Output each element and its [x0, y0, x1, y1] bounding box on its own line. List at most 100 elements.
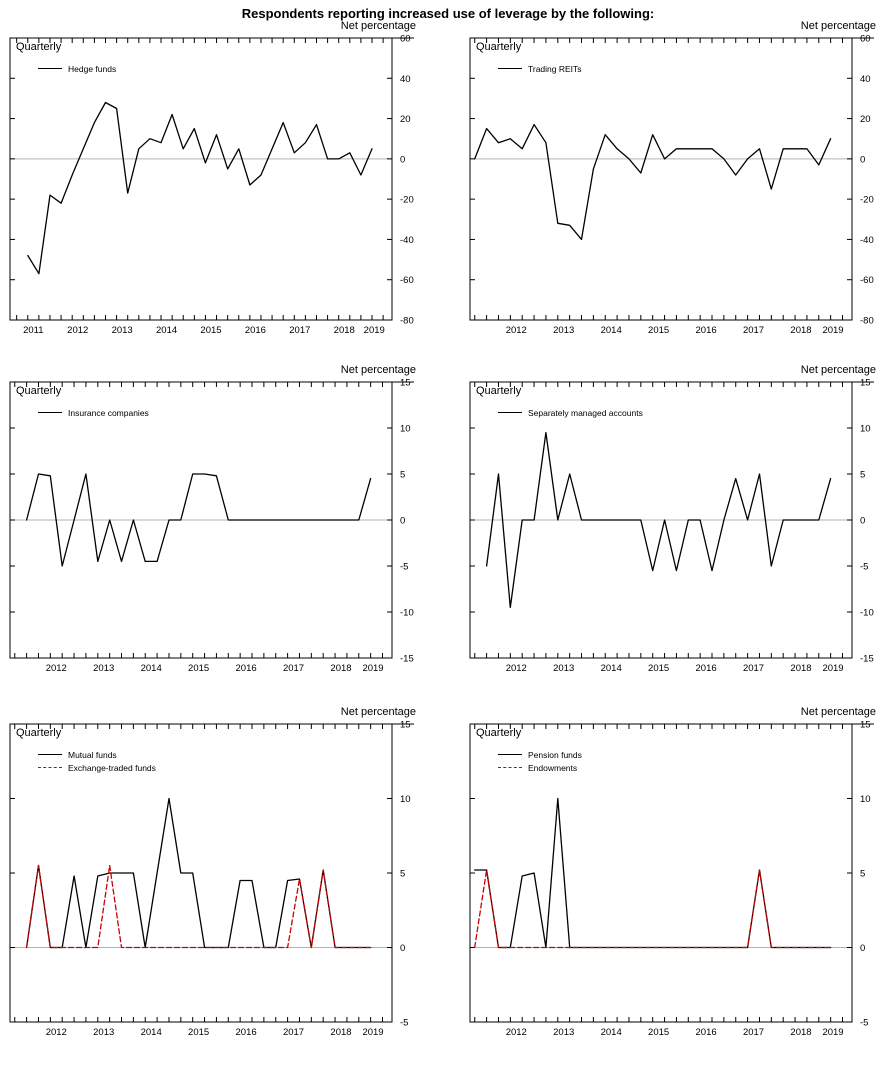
svg-text:-80: -80 — [400, 316, 414, 327]
svg-text:60: 60 — [400, 34, 411, 45]
svg-text:2014: 2014 — [601, 663, 622, 674]
svg-text:-60: -60 — [860, 275, 874, 286]
svg-text:2013: 2013 — [112, 325, 133, 336]
svg-text:2017: 2017 — [743, 1027, 764, 1038]
plot-area: 60 40 20 0 -20 -40 -60 -80 2011 2012 2013 2014 2015 2… — [9, 34, 414, 336]
legend-label: Mutual funds — [68, 749, 117, 760]
svg-text:20: 20 — [860, 114, 871, 125]
chart-panel-mutual-funds-etfs: 15 10 5 0 -5 2012 2013 2014 2015 2016 2017 2018 2019… — [8, 706, 452, 1051]
svg-text:2017: 2017 — [283, 663, 304, 674]
svg-text:5: 5 — [860, 869, 865, 880]
svg-text:10: 10 — [400, 794, 411, 805]
svg-text:10: 10 — [860, 794, 871, 805]
y-axis-title: Net percentage — [340, 364, 416, 376]
svg-text:-5: -5 — [400, 562, 408, 573]
frequency-label: Quarterly — [476, 385, 522, 397]
svg-text:2013: 2013 — [553, 325, 574, 336]
solid-line-swatch — [38, 412, 62, 413]
svg-text:10: 10 — [400, 424, 411, 435]
svg-text:0: 0 — [860, 943, 865, 954]
legend-label: Insurance companies — [68, 407, 149, 418]
legend: Hedge funds — [38, 62, 116, 75]
y-axis-title: Net percentage — [800, 20, 876, 32]
svg-text:2012: 2012 — [506, 325, 527, 336]
svg-text:-40: -40 — [400, 235, 414, 246]
svg-text:0: 0 — [400, 154, 405, 165]
svg-text:2013: 2013 — [553, 663, 574, 674]
plot-area: 15 10 5 0 -5 -10 -15 2012 2013 2014 2015 2016 2017 20… — [469, 378, 874, 674]
y-axis-title: Net percentage — [340, 20, 416, 32]
legend-item: Separately managed accounts — [498, 406, 643, 419]
legend-label: Pension funds — [528, 749, 582, 760]
frequency-label: Quarterly — [16, 727, 62, 739]
svg-text:2019: 2019 — [362, 1027, 383, 1038]
svg-text:2013: 2013 — [553, 1027, 574, 1038]
svg-text:-10: -10 — [860, 608, 874, 619]
frequency-label: Quarterly — [16, 385, 62, 397]
svg-text:2012: 2012 — [506, 663, 527, 674]
legend: Trading REITs — [498, 62, 582, 75]
svg-text:2012: 2012 — [46, 663, 67, 674]
y-axis-title: Net percentage — [800, 364, 876, 376]
solid-line-swatch — [498, 68, 522, 69]
svg-text:2019: 2019 — [822, 663, 843, 674]
legend-item: Insurance companies — [38, 406, 149, 419]
svg-text:2012: 2012 — [67, 325, 88, 336]
svg-text:2016: 2016 — [696, 1027, 717, 1038]
svg-text:15: 15 — [400, 720, 411, 731]
svg-text:2015: 2015 — [188, 663, 209, 674]
svg-text:2017: 2017 — [283, 1027, 304, 1038]
svg-text:-20: -20 — [400, 195, 414, 206]
legend-label: Trading REITs — [528, 63, 582, 74]
svg-text:2017: 2017 — [743, 663, 764, 674]
frequency-label: Quarterly — [476, 727, 522, 739]
plot-area: 60 40 20 0 -20 -40 -60 -80 2012 2013 2014 2015 2016 2… — [469, 34, 874, 336]
legend: Insurance companies — [38, 406, 149, 419]
svg-text:2014: 2014 — [141, 1027, 162, 1038]
chart-panel-separately-managed-accounts: 15 10 5 0 -5 -10 -15 2012 2013 2014 2015 2016 2017 20… — [468, 364, 896, 709]
legend-item: Trading REITs — [498, 62, 582, 75]
svg-text:2014: 2014 — [601, 1027, 622, 1038]
legend: Pension funds Endowments — [498, 748, 582, 774]
legend-item: Mutual funds — [38, 748, 156, 761]
svg-text:2015: 2015 — [200, 325, 221, 336]
svg-text:0: 0 — [860, 154, 865, 165]
plot-area: 15 10 5 0 -5 -10 -15 2012 2013 2014 2015 2016 2017 20… — [9, 378, 414, 674]
svg-text:-15: -15 — [400, 654, 414, 665]
svg-text:-60: -60 — [400, 275, 414, 286]
svg-text:2012: 2012 — [506, 1027, 527, 1038]
frequency-label: Quarterly — [476, 41, 522, 53]
svg-text:2015: 2015 — [648, 325, 669, 336]
svg-text:-5: -5 — [860, 562, 868, 573]
legend-label: Exchange-traded funds — [68, 762, 156, 773]
y-axis-title: Net percentage — [800, 706, 876, 718]
svg-text:-5: -5 — [860, 1018, 868, 1029]
svg-text:-10: -10 — [400, 608, 414, 619]
svg-text:60: 60 — [860, 34, 871, 45]
solid-line-swatch — [38, 754, 62, 755]
legend-item: Exchange-traded funds — [38, 761, 156, 774]
svg-text:15: 15 — [860, 378, 871, 389]
plot-area: 15 10 5 0 -5 2012 2013 2014 2015 2016 2017 2018 2019 — [9, 720, 414, 1038]
legend-label: Hedge funds — [68, 63, 117, 74]
solid-line-swatch — [498, 754, 522, 755]
svg-text:0: 0 — [400, 943, 405, 954]
svg-text:15: 15 — [400, 378, 411, 389]
svg-text:2016: 2016 — [696, 663, 717, 674]
svg-text:-80: -80 — [860, 316, 874, 327]
frequency-label: Quarterly — [16, 41, 62, 53]
legend: Separately managed accounts — [498, 406, 643, 419]
svg-text:0: 0 — [860, 516, 865, 527]
svg-text:2014: 2014 — [141, 663, 162, 674]
legend-item: Pension funds — [498, 748, 582, 761]
chart-panel-insurance-companies: 15 10 5 0 -5 -10 -15 2012 2013 2014 2015 2016 2017 20… — [8, 364, 452, 709]
dashed-line-swatch — [498, 767, 522, 768]
svg-text:2017: 2017 — [289, 325, 310, 336]
solid-line-swatch — [38, 68, 62, 69]
svg-text:2015: 2015 — [188, 1027, 209, 1038]
chart-panel-hedge-funds: 60 40 20 0 -20 -40 -60 -80 2011 2012 2013 2014 2015 2… — [8, 20, 452, 365]
svg-text:2016: 2016 — [696, 325, 717, 336]
page-title: Respondents reporting increased use of l… — [241, 6, 655, 21]
svg-text:2019: 2019 — [364, 325, 385, 336]
svg-text:5: 5 — [400, 470, 405, 481]
